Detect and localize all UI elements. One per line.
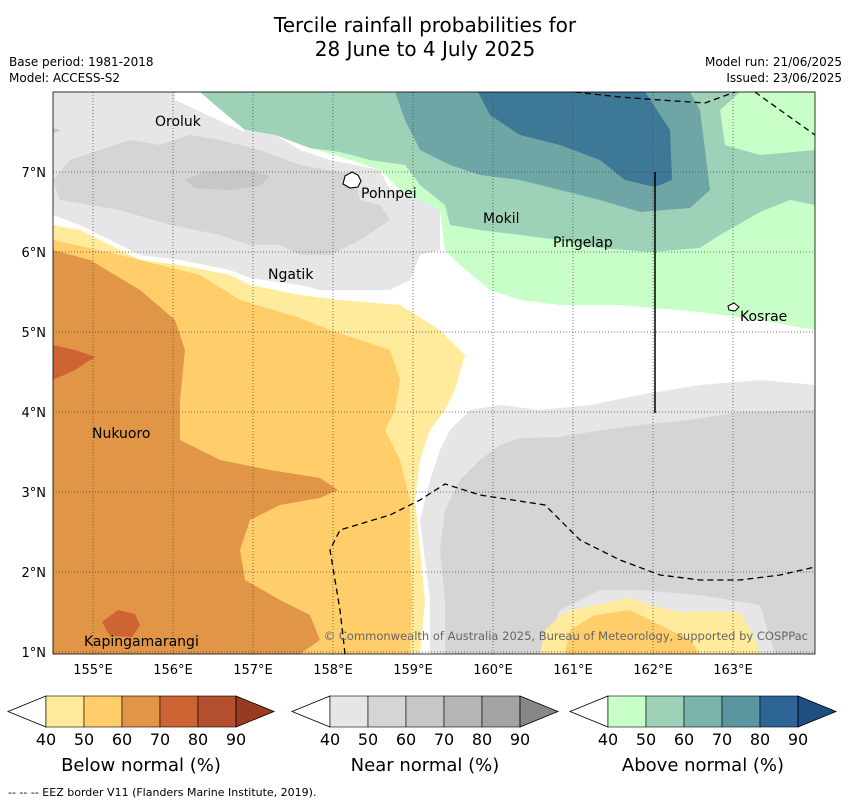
place-label-pohnpei: Pohnpei xyxy=(361,186,417,202)
lon-tick-label: 159°E xyxy=(393,663,433,678)
colorbar xyxy=(290,695,560,728)
near-normal-region xyxy=(185,170,270,190)
colorbar-tick-label: 40 xyxy=(35,730,57,749)
above-normal-region xyxy=(478,92,672,187)
colorbar-segment xyxy=(159,695,199,728)
colorbar-segment xyxy=(329,695,369,728)
place-label-mokil: Mokil xyxy=(483,211,520,227)
colorbar-segment xyxy=(197,695,237,728)
meta-right: Model run: 21/06/2025 Issued: 23/06/2025 xyxy=(705,54,842,86)
colorbar-segment xyxy=(645,695,685,728)
colorbar-tick-label: 90 xyxy=(509,730,531,749)
colorbar-tick-label: 50 xyxy=(357,730,379,749)
colorbar-segment xyxy=(405,695,445,728)
colorbar-arrow-left xyxy=(6,695,47,728)
rainfall-map: Oroluk Pohnpei Mokil Pingelap Ngatik Kos… xyxy=(22,91,816,678)
title-line-1: Tercile rainfall probabilities for xyxy=(273,13,577,37)
colorbar-strip xyxy=(6,695,838,728)
colorbar-arrow-left xyxy=(290,695,331,728)
near-normal-region xyxy=(53,135,390,255)
lon-tick-label: 163°E xyxy=(713,663,753,678)
lon-tick-label: 155°E xyxy=(73,663,113,678)
eez-border xyxy=(329,483,815,654)
place-label-nukuoro: Nukuoro xyxy=(92,426,150,442)
lon-tick-label: 161°E xyxy=(553,663,593,678)
colorbar xyxy=(6,695,276,728)
model-run: Model run: 21/06/2025 xyxy=(704,55,842,69)
lon-tick-label: 158°E xyxy=(313,663,353,678)
colorbar-tick-label: 80 xyxy=(187,730,209,749)
colorbar-segment xyxy=(443,695,483,728)
place-label-kosrae: Kosrae xyxy=(740,309,787,325)
colorbar-tick-label: 70 xyxy=(149,730,171,749)
lat-tick-label: 3°N xyxy=(22,486,47,501)
colorbar-tick-label: 90 xyxy=(787,730,809,749)
place-label-oroluk: Oroluk xyxy=(155,114,202,130)
place-label-kapingamarangi: Kapingamarangi xyxy=(84,634,199,650)
lat-tick-label: 5°N xyxy=(22,326,47,341)
issued-date: Issued: 23/06/2025 xyxy=(726,71,842,85)
colorbar-tick-label: 70 xyxy=(711,730,733,749)
below-normal-region xyxy=(102,610,140,637)
map-frame xyxy=(52,91,816,655)
colorbar-tick-label: 80 xyxy=(749,730,771,749)
colorbar-tick-label: 50 xyxy=(635,730,657,749)
colorbar-segment xyxy=(45,695,85,728)
colorbar-title: Near normal (%) xyxy=(350,755,500,776)
below-normal-region xyxy=(565,610,700,654)
eez-border xyxy=(574,92,736,104)
lon-tick-label: 156°E xyxy=(153,663,193,678)
colorbar-tick-label: 70 xyxy=(433,730,455,749)
pohnpei-island xyxy=(342,171,362,189)
colorbar-tick-label: 90 xyxy=(225,730,247,749)
colorbar-segment xyxy=(83,695,123,728)
place-label-pingelap: Pingelap xyxy=(553,235,613,251)
kosrae-island xyxy=(727,302,740,312)
colorbar-title: Above normal (%) xyxy=(621,755,785,776)
footer-note: -- -- -- EEZ border V11 (Flanders Marine… xyxy=(8,786,317,799)
colorbar-tick-label: 60 xyxy=(673,730,695,749)
copyright-text: © Commonwealth of Australia 2025, Bureau… xyxy=(324,629,808,643)
colorbar-arrow-right xyxy=(797,695,838,728)
colorbar-segment xyxy=(721,695,761,728)
below-normal-region xyxy=(53,250,338,654)
lon-tick-label: 157°E xyxy=(233,663,273,678)
place-label-ngatik: Ngatik xyxy=(268,267,314,283)
colorbar xyxy=(568,695,838,728)
lon-tick-label: 162°E xyxy=(633,663,673,678)
near-normal-region xyxy=(53,128,60,134)
colorbar-tick-label: 40 xyxy=(319,730,341,749)
title-line-2: 28 June to 4 July 2025 xyxy=(314,37,536,61)
lat-tick-label: 2°N xyxy=(22,566,47,581)
colorbar-segment xyxy=(367,695,407,728)
lat-tick-label: 6°N xyxy=(22,246,47,261)
colorbar-segment xyxy=(481,695,521,728)
base-period: Base period: 1981-2018 xyxy=(9,55,154,69)
colorbar-segment xyxy=(759,695,799,728)
colorbar-tick-label: 60 xyxy=(395,730,417,749)
colorbar-arrow-right xyxy=(519,695,560,728)
colorbar-title: Below normal (%) xyxy=(61,755,221,776)
colorbar-tick-label: 40 xyxy=(597,730,619,749)
lon-tick-label: 160°E xyxy=(473,663,513,678)
model-name: Model: ACCESS-S2 xyxy=(9,71,121,85)
colorbar-tick-label: 50 xyxy=(73,730,95,749)
below-normal-region xyxy=(53,345,95,380)
colorbar-segment xyxy=(121,695,161,728)
colorbar-tick-label: 60 xyxy=(111,730,133,749)
near-normal-region xyxy=(440,410,815,654)
colorbar-arrow-right xyxy=(235,695,276,728)
colorbar-arrow-left xyxy=(568,695,609,728)
eez-border xyxy=(754,92,815,136)
lat-tick-label: 4°N xyxy=(22,406,47,421)
colorbar-segment xyxy=(607,695,647,728)
lat-tick-label: 7°N xyxy=(22,166,47,181)
lat-tick-label: 1°N xyxy=(22,646,47,661)
meta-left: Base period: 1981-2018 Model: ACCESS-S2 xyxy=(9,54,154,86)
colorbar-tick-label: 80 xyxy=(471,730,493,749)
colorbar-segment xyxy=(683,695,723,728)
